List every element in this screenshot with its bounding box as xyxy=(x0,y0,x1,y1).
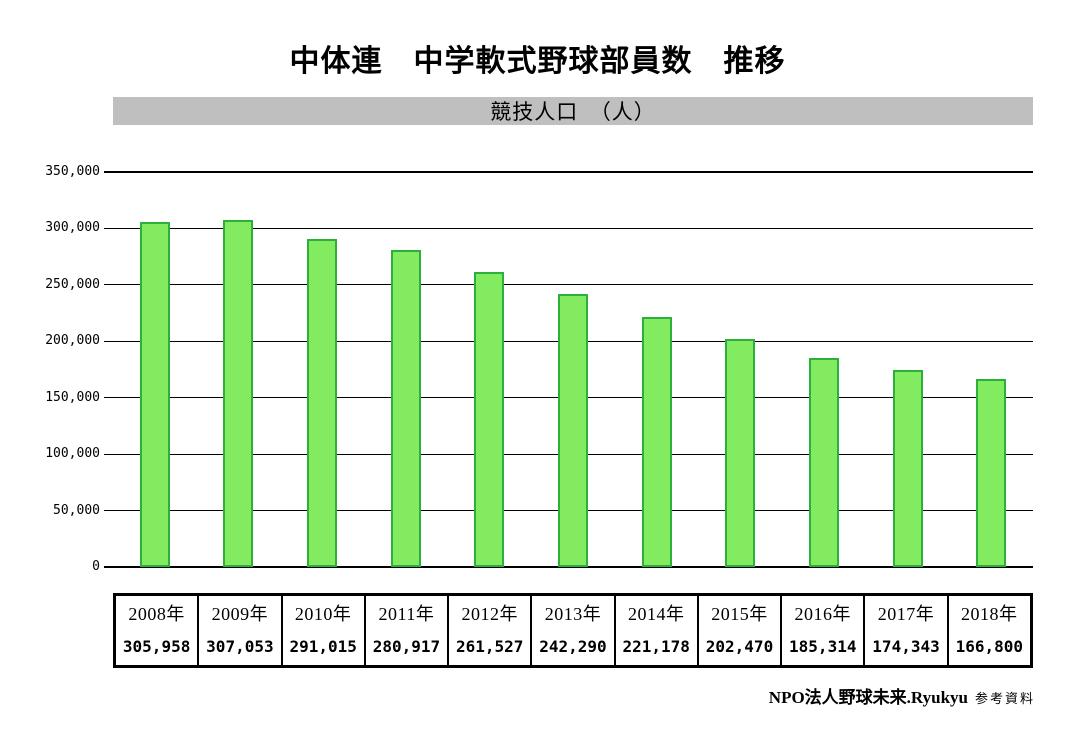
table-value-cell: 307,053 xyxy=(206,637,274,656)
y-axis-tick-label: 100,000 xyxy=(45,446,100,462)
gridline-350000 xyxy=(104,171,1033,173)
gridline-300000 xyxy=(104,227,1033,229)
table-column-2008年: 2008年 305,958 xyxy=(116,596,200,665)
table-column-2011年: 2011年 280,917 xyxy=(366,596,450,665)
gridline-250000 xyxy=(104,284,1033,286)
source-note: NPO法人野球未来.Ryukyu 参考資料 xyxy=(769,683,1035,708)
y-axis-tick-label: 350,000 xyxy=(45,164,100,179)
y-axis-tick-label: 300,000 xyxy=(45,220,100,236)
table-year-cell: 2014年 xyxy=(627,604,685,624)
table-column-2009年: 2009年 307,053 xyxy=(199,596,283,665)
gridline-0 xyxy=(104,566,1033,568)
table-value-cell: 185,314 xyxy=(789,637,857,656)
bar-2014年 xyxy=(641,317,672,567)
table-value-cell: 291,015 xyxy=(289,637,357,656)
table-year-cell: 2012年 xyxy=(461,604,518,624)
chart-title: 中体連 中学軟式野球部員数 推移 xyxy=(289,45,786,78)
data-table: 2008年 305,958 2009年 307,053 2010年 291,015 2011… xyxy=(113,593,1033,668)
table-value-cell: 221,178 xyxy=(622,637,690,656)
source-label: 参考資料 xyxy=(974,691,1035,706)
y-axis-tick-label: 250,000 xyxy=(45,276,100,292)
y-axis-tick-label: 150,000 xyxy=(45,389,100,405)
bar-2015年 xyxy=(725,338,756,567)
bar-2018年 xyxy=(976,378,1007,567)
y-axis-tick-label: 0 xyxy=(92,559,100,574)
table-value-cell: 305,958 xyxy=(122,637,191,656)
table-value-cell: 166,800 xyxy=(955,637,1023,656)
bar-2009年 xyxy=(223,220,254,567)
bar-2016年 xyxy=(808,357,839,567)
table-year-cell: 2018年 xyxy=(961,604,1018,624)
table-year-cell: 2013年 xyxy=(544,604,602,624)
table-column-2010年: 2010年 291,015 xyxy=(283,596,366,665)
bar-2012年 xyxy=(474,271,505,567)
table-value-cell: 174,343 xyxy=(872,637,940,656)
bar-2013年 xyxy=(558,293,588,567)
table-column-2015年: 2015年 202,470 xyxy=(699,596,783,665)
bar-2008年 xyxy=(139,221,170,567)
table-value-cell: 202,470 xyxy=(705,637,774,656)
table-column-2016年: 2016年 185,314 xyxy=(782,596,866,665)
bar-2010年 xyxy=(307,238,338,567)
table-column-2013年: 2013年 242,290 xyxy=(532,596,616,665)
table-year-cell: 2015年 xyxy=(711,604,768,624)
y-axis-tick-label: 50,000 xyxy=(53,502,100,518)
table-column-2017年: 2017年 174,343 xyxy=(865,596,949,665)
table-value-cell: 280,917 xyxy=(372,637,441,656)
table-value-cell: 261,527 xyxy=(455,637,524,656)
table-column-2018年: 2018年 166,800 xyxy=(949,596,1030,665)
subtitle-band: 競技人口 （人） xyxy=(113,97,1033,125)
table-value-cell: 242,290 xyxy=(539,637,607,656)
bar-2017年 xyxy=(892,370,923,567)
bar-2011年 xyxy=(390,249,421,567)
table-column-2014年: 2014年 221,178 xyxy=(616,596,699,665)
table-year-cell: 2010年 xyxy=(294,604,352,624)
table-year-cell: 2008年 xyxy=(128,604,185,624)
table-year-cell: 2011年 xyxy=(378,604,435,624)
source-org: NPO法人野球未来.Ryukyu xyxy=(768,688,968,707)
table-year-cell: 2017年 xyxy=(877,604,935,624)
table-column-2012年: 2012年 261,527 xyxy=(449,596,533,665)
bar-chart-plot-area: 0 50,000 100,000 150,000 200,000 250,000 300,0… xyxy=(45,164,1033,574)
table-year-cell: 2016年 xyxy=(794,604,851,624)
y-axis-tick-label: 200,000 xyxy=(45,333,100,349)
subtitle-text: 競技人口 （人） xyxy=(490,100,656,124)
table-year-cell: 2009年 xyxy=(211,604,269,624)
